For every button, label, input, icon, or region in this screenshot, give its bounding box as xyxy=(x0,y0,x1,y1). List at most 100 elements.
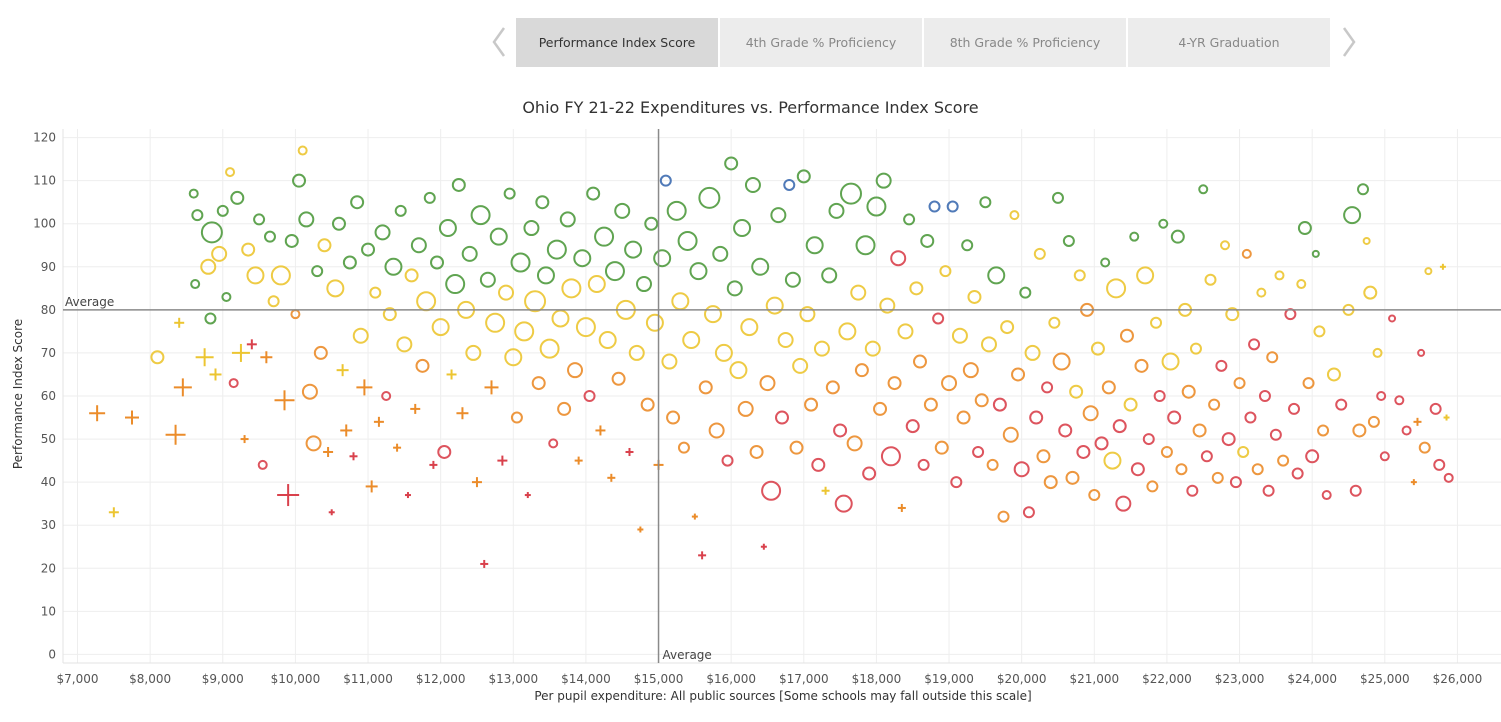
data-point-circle xyxy=(761,480,782,501)
data-point-cross xyxy=(323,446,334,457)
data-point-cross xyxy=(1439,263,1446,270)
x-tick-label: $25,000 xyxy=(1360,672,1410,686)
data-point-circle xyxy=(1000,320,1015,335)
x-tick-label: $21,000 xyxy=(1069,672,1119,686)
data-point-circle xyxy=(246,266,265,285)
data-point-cross xyxy=(691,513,698,520)
data-point-circle xyxy=(331,216,346,231)
data-point-circle xyxy=(150,350,165,365)
data-point-circle xyxy=(838,322,857,341)
data-point-circle xyxy=(1036,449,1051,464)
tab-8th-grade-proficiency[interactable]: 8th Grade % Proficiency xyxy=(924,18,1126,67)
data-point-circle xyxy=(188,188,199,199)
data-point-circle xyxy=(997,510,1010,523)
data-point-circle xyxy=(470,205,491,226)
data-point-circle xyxy=(749,444,764,459)
y-tick-label: 60 xyxy=(41,389,56,403)
data-point-circle xyxy=(510,411,523,424)
data-point-circle xyxy=(313,345,328,360)
data-point-cross xyxy=(336,364,349,377)
data-point-circle xyxy=(928,200,941,213)
data-point-circle xyxy=(416,291,437,312)
data-point-circle xyxy=(1335,398,1348,411)
data-point-circle xyxy=(813,340,830,357)
data-point-circle xyxy=(1175,463,1188,476)
data-point-circle xyxy=(1297,221,1312,236)
x-average-label: Average xyxy=(663,648,712,662)
data-point-circle xyxy=(510,252,531,273)
data-point-circle xyxy=(485,312,506,333)
data-point-circle xyxy=(967,289,982,304)
data-point-cross xyxy=(1443,414,1450,421)
data-point-circle xyxy=(1313,325,1326,338)
data-point-circle xyxy=(962,362,979,379)
data-point-circle xyxy=(1262,484,1275,497)
x-tick-label: $17,000 xyxy=(779,672,829,686)
x-tick-label: $9,000 xyxy=(202,672,244,686)
data-point-circle xyxy=(461,245,478,262)
data-point-circle xyxy=(311,265,324,278)
data-point-circle xyxy=(557,401,572,416)
data-point-circle xyxy=(1321,490,1332,501)
data-point-circle xyxy=(833,423,848,438)
data-point-circle xyxy=(1305,449,1320,464)
data-point-cross xyxy=(165,424,186,445)
data-point-circle xyxy=(257,459,268,470)
data-point-circle xyxy=(1241,248,1252,259)
data-point-circle xyxy=(1022,506,1035,519)
data-point-cross xyxy=(1413,417,1422,426)
data-point-circle xyxy=(628,344,645,361)
data-point-circle xyxy=(1088,489,1101,502)
data-point-circle xyxy=(211,245,228,262)
data-point-circle xyxy=(1115,495,1132,512)
data-point-circle xyxy=(1130,462,1145,477)
data-point-circle xyxy=(1029,410,1044,425)
x-tick-label: $23,000 xyxy=(1215,672,1265,686)
data-point-circle xyxy=(980,336,997,353)
x-axis-title: Per pupil expenditure: All public source… xyxy=(534,689,1031,703)
data-point-circle xyxy=(1220,240,1231,251)
data-point-circle xyxy=(1229,476,1242,489)
x-axis-ticks: $7,000 $8,000 $9,000 $10,000 $11,000 $12,000 $… xyxy=(57,672,1483,686)
tab-4yr-graduation[interactable]: 4-YR Graduation xyxy=(1128,18,1330,67)
data-point-circle xyxy=(737,400,754,417)
data-point-circle xyxy=(875,172,892,189)
data-point-circle xyxy=(1372,347,1383,358)
data-point-circle xyxy=(974,393,989,408)
tab-4th-grade-proficiency[interactable]: 4th Grade % Proficiency xyxy=(720,18,922,67)
data-point-circle xyxy=(744,176,761,193)
data-point-circle xyxy=(504,348,523,367)
data-point-circle xyxy=(770,207,787,224)
data-point-circle xyxy=(903,213,916,226)
data-point-circle xyxy=(546,239,567,260)
data-point-circle xyxy=(825,380,840,395)
chevron-right-icon xyxy=(1342,27,1356,57)
data-point-circle xyxy=(524,290,547,313)
y-tick-label: 20 xyxy=(41,561,56,575)
chevron-left-icon xyxy=(492,27,506,57)
tab-performance-index-score[interactable]: Performance Index Score xyxy=(516,18,718,67)
data-point-circle xyxy=(1119,328,1134,343)
data-point-circle xyxy=(1146,480,1159,493)
data-point-circle xyxy=(1150,316,1163,329)
data-point-circle xyxy=(1258,390,1271,402)
prev-tab-arrow[interactable] xyxy=(488,22,510,62)
data-point-circle xyxy=(714,343,733,362)
data-point-circle xyxy=(811,457,826,472)
data-point-circle xyxy=(298,211,315,228)
data-point-circle xyxy=(1233,377,1246,390)
data-point-circle xyxy=(682,331,701,350)
y-tick-label: 50 xyxy=(41,432,56,446)
data-point-circle xyxy=(1401,425,1412,436)
x-tick-label: $20,000 xyxy=(997,672,1047,686)
x-tick-label: $7,000 xyxy=(57,672,99,686)
data-point-circle xyxy=(1033,247,1046,260)
data-point-circle xyxy=(191,209,204,222)
data-point-circle xyxy=(905,419,920,434)
data-point-circle xyxy=(864,340,881,357)
data-point-circle xyxy=(821,267,838,284)
data-point-circle xyxy=(1153,390,1166,402)
next-tab-arrow[interactable] xyxy=(1338,22,1360,62)
data-point-cross xyxy=(365,480,378,493)
data-point-circle xyxy=(573,249,592,268)
